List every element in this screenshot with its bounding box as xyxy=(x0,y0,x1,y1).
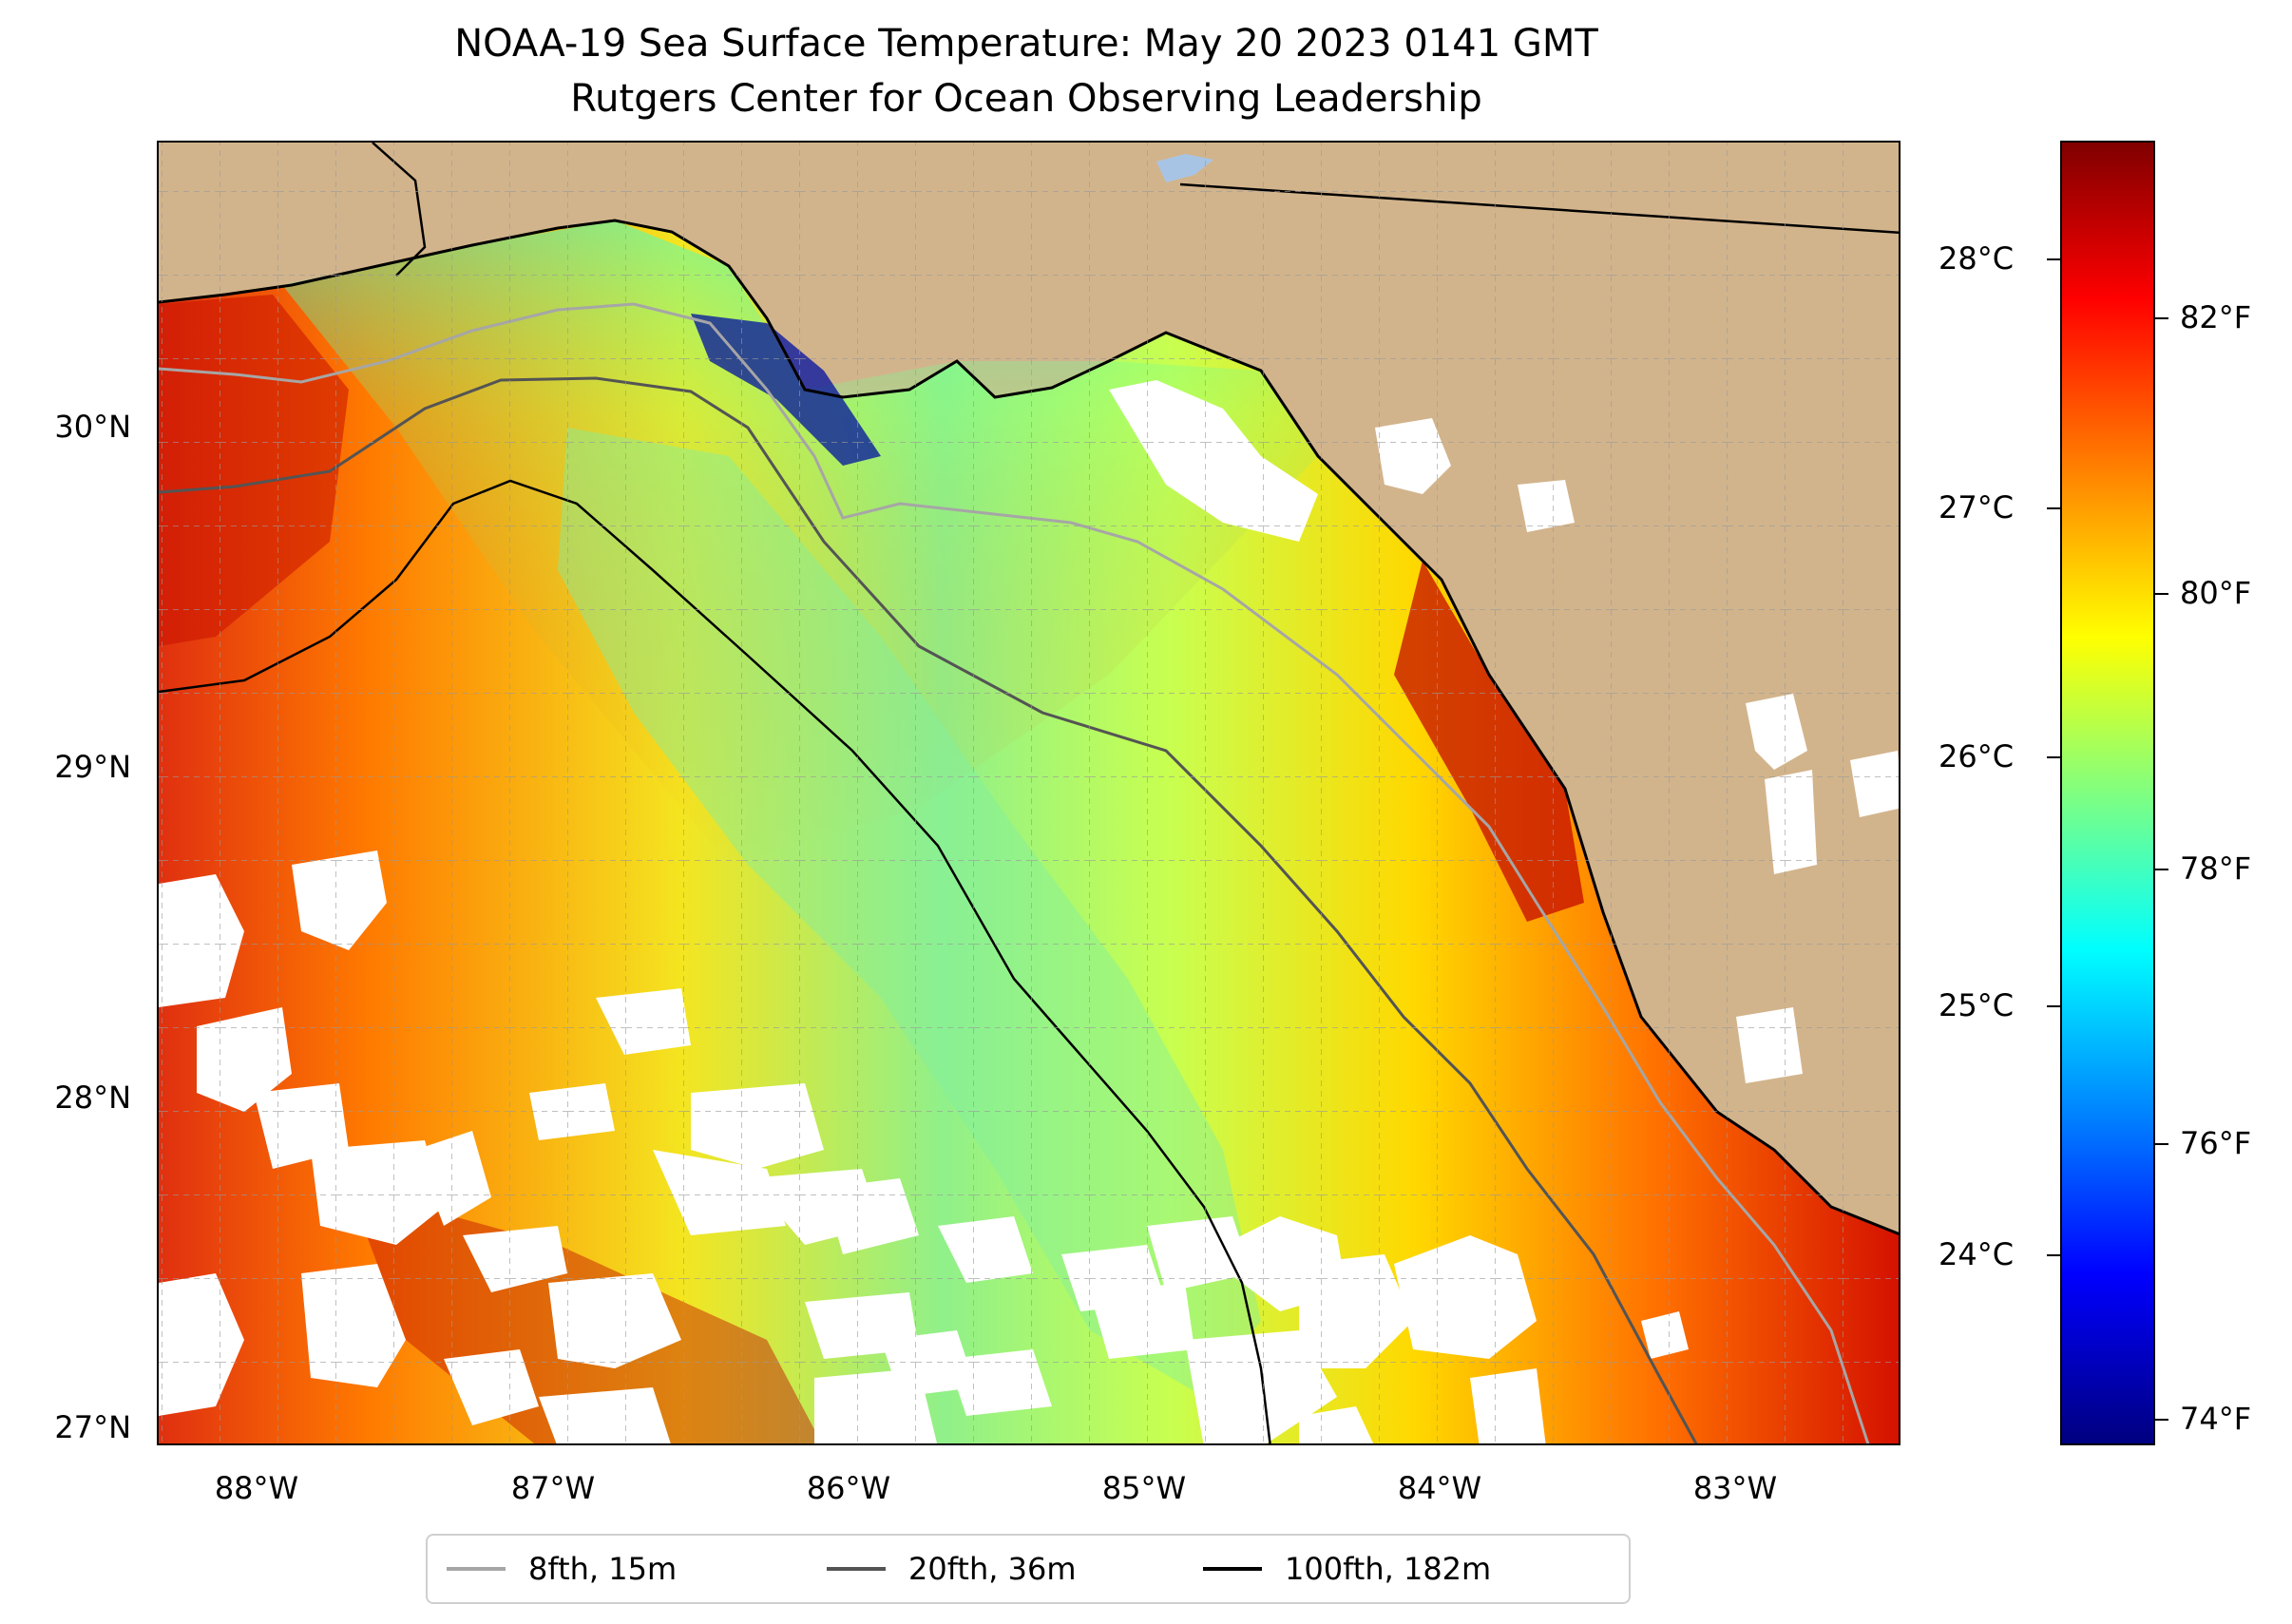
cb-label-82f: 82°F xyxy=(2180,299,2252,335)
lon-label-88w: 88°W xyxy=(214,1470,299,1506)
legend-item-8fth: 8fth, 15m xyxy=(447,1536,677,1602)
lon-label-87w: 87°W xyxy=(510,1470,596,1506)
cb-label-80f: 80°F xyxy=(2180,575,2252,611)
sst-map xyxy=(157,141,1900,1445)
cb-label-24c: 24°C xyxy=(1939,1236,2015,1272)
legend-label-20fth: 20fth, 36m xyxy=(908,1551,1077,1587)
lon-label-84w: 84°W xyxy=(1397,1470,1482,1506)
cb-label-28c: 28°C xyxy=(1939,240,2015,277)
cb-tick-27c xyxy=(2047,507,2060,509)
map-canvas xyxy=(159,143,1899,1443)
cb-tick-80f xyxy=(2155,593,2168,595)
graticule xyxy=(159,143,1899,1443)
chart-title: NOAA-19 Sea Surface Temperature: May 20 … xyxy=(454,22,1598,66)
legend-swatch-100fth xyxy=(1203,1567,1262,1571)
cb-tick-74f xyxy=(2155,1419,2168,1421)
legend-swatch-20fth xyxy=(827,1567,886,1571)
legend-label-8fth: 8fth, 15m xyxy=(528,1551,678,1587)
temperature-colorbar xyxy=(2060,141,2155,1445)
lat-label-27n: 27°N xyxy=(54,1409,131,1445)
cb-tick-24c xyxy=(2047,1254,2060,1256)
legend-label-100fth: 100fth, 182m xyxy=(1285,1551,1492,1587)
legend-item-100fth: 100fth, 182m xyxy=(1203,1536,1491,1602)
cb-label-78f: 78°F xyxy=(2180,850,2252,887)
lat-label-28n: 28°N xyxy=(54,1079,131,1116)
cb-label-27c: 27°C xyxy=(1939,489,2015,525)
cb-label-76f: 76°F xyxy=(2180,1125,2252,1161)
cb-tick-82f xyxy=(2155,317,2168,319)
cb-tick-25c xyxy=(2047,1005,2060,1007)
cb-tick-76f xyxy=(2155,1143,2168,1145)
cb-tick-28c xyxy=(2047,258,2060,260)
cb-label-25c: 25°C xyxy=(1939,987,2015,1023)
cb-tick-78f xyxy=(2155,869,2168,870)
cb-label-26c: 26°C xyxy=(1939,738,2015,774)
cb-tick-26c xyxy=(2047,756,2060,758)
lon-label-83w: 83°W xyxy=(1692,1470,1778,1506)
legend-item-20fth: 20fth, 36m xyxy=(827,1536,1076,1602)
lat-label-30n: 30°N xyxy=(54,409,131,445)
bathymetry-legend: 8fth, 15m 20fth, 36m 100fth, 182m xyxy=(426,1534,1631,1604)
legend-swatch-8fth xyxy=(447,1567,506,1571)
chart-subtitle: Rutgers Center for Ocean Observing Leade… xyxy=(570,77,1482,121)
lat-label-29n: 29°N xyxy=(54,749,131,785)
lon-label-86w: 86°W xyxy=(806,1470,891,1506)
cb-label-74f: 74°F xyxy=(2180,1401,2252,1437)
lon-label-85w: 85°W xyxy=(1101,1470,1187,1506)
